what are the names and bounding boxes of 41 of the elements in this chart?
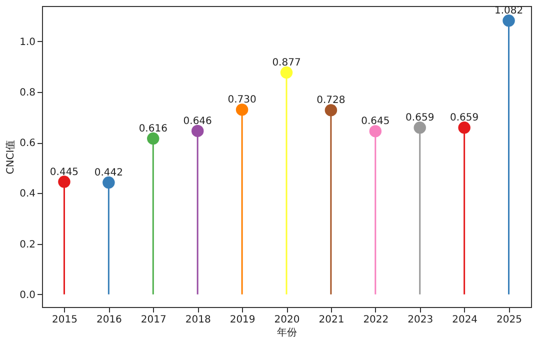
point: [102, 176, 115, 189]
y-tick-label: 1.0: [20, 36, 36, 48]
x-tick-label: 2015: [52, 314, 78, 326]
y-tick-label: 0.0: [20, 290, 36, 301]
x-tick-label: 2020: [274, 314, 300, 326]
point: [502, 14, 515, 27]
data-label: 0.728: [316, 95, 346, 106]
x-tick-label: 2025: [496, 314, 522, 326]
y-tick-label: 0.2: [20, 239, 36, 250]
data-label: 0.877: [272, 58, 301, 69]
point: [236, 104, 248, 116]
data-label: 0.659: [406, 112, 434, 124]
point: [414, 122, 426, 134]
data-label: 1.082: [494, 6, 524, 17]
x-tick-label: 2017: [140, 314, 166, 326]
data-label: 0.645: [361, 116, 390, 128]
x-tick-label: 2016: [96, 314, 122, 326]
x-tick-label: 2022: [363, 314, 389, 326]
x-tick-label: 2021: [318, 314, 344, 326]
x-axis-title: 年份: [277, 326, 297, 338]
point: [280, 66, 293, 79]
y-tick-label: 0.6: [20, 138, 36, 150]
point: [458, 122, 470, 134]
point: [147, 132, 160, 145]
x-tick-label: 2018: [185, 314, 211, 326]
data-label: 0.730: [228, 94, 256, 106]
data-label: 0.616: [138, 124, 168, 135]
data-label: 0.646: [183, 116, 212, 127]
data-label: 0.659: [450, 112, 479, 124]
x-tick-label: 2019: [230, 314, 256, 326]
x-tick-label: 2023: [408, 314, 434, 326]
point: [58, 176, 70, 188]
data-label: 0.445: [50, 166, 79, 178]
data-label: 0.442: [94, 168, 123, 179]
point: [191, 124, 204, 138]
y-axis-title: CNCI值: [6, 140, 17, 174]
y-tick-label: 0.4: [20, 188, 36, 200]
x-tick-label: 2024: [452, 314, 478, 326]
y-tick-label: 0.8: [20, 88, 36, 98]
point: [369, 125, 382, 138]
point: [324, 104, 338, 116]
